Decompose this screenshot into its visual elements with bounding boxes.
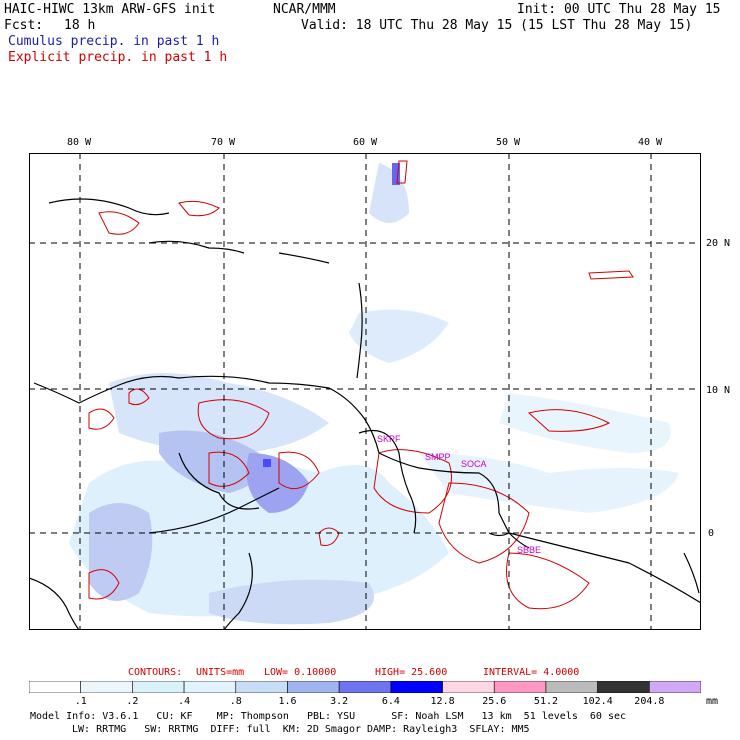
contours-label: CONTOURS: — [128, 667, 183, 678]
colorbar-tick-label: 25.6 — [482, 696, 507, 707]
colorbar-cell — [597, 681, 650, 693]
station-label: SOCA — [461, 459, 487, 469]
colorbar-tick-label: .1 — [74, 696, 87, 707]
lon-label: 60 W — [353, 137, 378, 148]
colorbar-cell — [649, 681, 701, 693]
colorbar-cell — [183, 681, 237, 693]
cumulus-precip-field — [69, 163, 679, 625]
lon-label: 70 W — [211, 137, 236, 148]
cumulus-field-label: Cumulus precip. in past 1 h — [8, 34, 220, 49]
station-label: SKPF — [377, 434, 401, 444]
lat-label: 20 N — [706, 238, 731, 249]
colorbar-cell — [132, 681, 185, 693]
colorbar-tick-label: .2 — [126, 696, 139, 707]
colorbar-unit: mm — [706, 696, 719, 707]
fcst-label: Fcst: — [4, 18, 44, 33]
colorbar-tick-label: .4 — [178, 696, 191, 707]
init-time: Init: 00 UTC Thu 28 May 15 — [517, 2, 721, 17]
colorbar-cell — [442, 681, 495, 693]
station-label: SMPP — [425, 452, 451, 462]
station-label: SBBE — [517, 545, 541, 555]
colorbar-cell — [287, 681, 340, 693]
contours-high: HIGH= 25.600 — [375, 667, 448, 678]
colorbar-tick-label: 51.2 — [533, 696, 559, 707]
colorbar-tick-label: 12.8 — [430, 696, 455, 707]
colorbar-cell — [29, 681, 81, 693]
lat-label: 0 — [708, 528, 715, 539]
colorbar-cell — [545, 681, 598, 693]
precip-map: SKPF SMPP SOCA SBBE — [29, 153, 701, 630]
lat-label: 10 N — [706, 385, 731, 396]
colorbar-cell — [338, 681, 392, 693]
colorbar-cell — [80, 681, 133, 693]
map-frame — [29, 153, 701, 630]
coastlines — [29, 198, 701, 630]
explicit-field-label: Explicit precip. in past 1 h — [8, 50, 228, 65]
colorbar-cell — [235, 681, 288, 693]
colorbar-tick-label: 1.6 — [278, 696, 297, 707]
fcst-value: 18 h — [64, 18, 96, 33]
colorbar-tick-label: .8 — [229, 696, 242, 707]
model-info-line: Model Info: V3.6.1 CU: KF MP: Thompson P… — [30, 711, 627, 722]
contours-low: LOW= 0.10000 — [264, 667, 337, 678]
physics-info-line: LW: RRTMG SW: RRTMG DIFF: full KM: 2D Sm… — [72, 724, 530, 735]
colorbar-cell — [493, 681, 547, 693]
contours-units: UNITS=mm — [196, 667, 245, 678]
lon-label: 80 W — [67, 137, 92, 148]
colorbar-tick-label: 3.2 — [330, 696, 349, 707]
colorbar — [29, 681, 701, 693]
valid-time: Valid: 18 UTC Thu 28 May 15 (15 LST Thu … — [301, 18, 693, 33]
colorbar-tick-label: 102.4 — [582, 696, 613, 707]
contours-interval: INTERVAL= 4.0000 — [483, 667, 580, 678]
lat-lon-grid — [29, 153, 701, 630]
colorbar-cell — [390, 681, 443, 693]
colorbar-tick-label: 6.4 — [381, 696, 400, 707]
model-title: HAIC-HIWC 13km ARW-GFS init — [4, 2, 216, 17]
lon-label: 40 W — [638, 137, 663, 148]
colorbar-tick-label: 204.8 — [634, 696, 665, 707]
lon-label: 50 W — [496, 137, 521, 148]
org-label: NCAR/MMM — [273, 2, 336, 17]
